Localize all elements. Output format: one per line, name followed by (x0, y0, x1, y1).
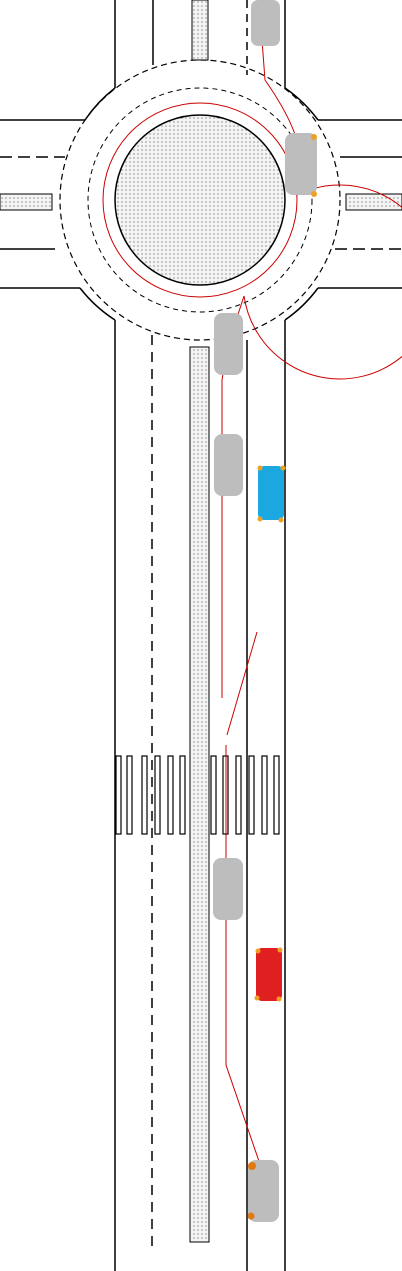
top-median (191, 0, 209, 61)
roundabout-outer-lane-line (59, 59, 341, 341)
grey-car-upper-lane (214, 434, 243, 496)
pedestrian-crossing (115, 755, 280, 835)
grey-car-roundabout-entry (214, 313, 243, 375)
grey-car-bottom (247, 1160, 279, 1222)
left-median (0, 193, 53, 211)
right-median (345, 193, 402, 211)
blue-car-parked (257, 465, 286, 523)
grey-car-lower-lane (213, 858, 243, 920)
roundabout-central-island (114, 114, 286, 286)
grey-car-roundabout-exit (285, 133, 317, 197)
bottom-median (189, 346, 210, 1243)
grey-car-top (251, 0, 280, 46)
roundabout-inner-lane-line (87, 87, 313, 313)
red-car-parked (254, 947, 283, 1002)
